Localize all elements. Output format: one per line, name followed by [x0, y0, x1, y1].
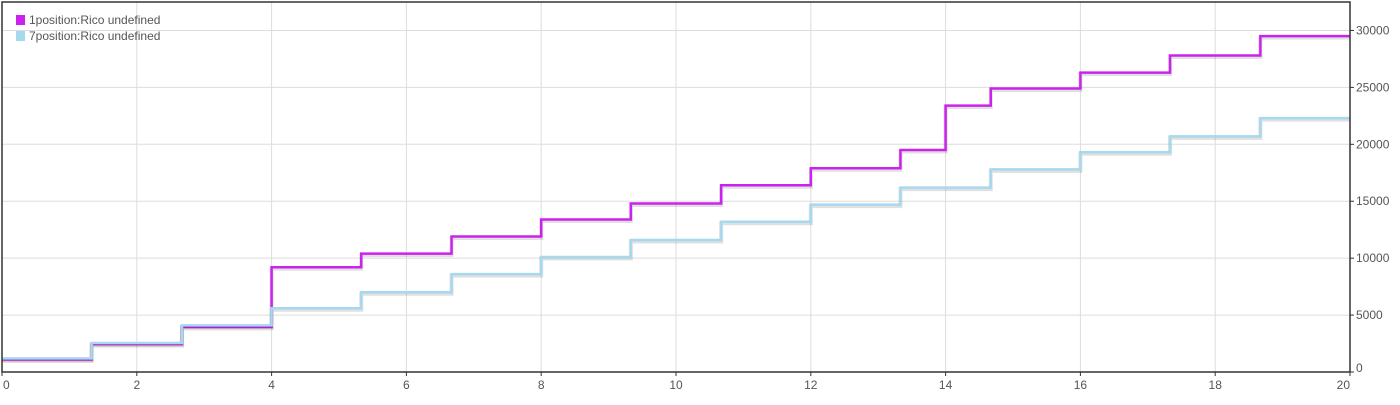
x-tick-label: 8 — [538, 378, 545, 392]
series-2-line[interactable] — [2, 116, 1350, 360]
y-tick-label: 30000 — [1356, 23, 1390, 37]
y-tick-label: 20000 — [1356, 137, 1390, 151]
y-tick-label: 0 — [1356, 361, 1363, 375]
x-tick-label: 16 — [1074, 378, 1088, 392]
x-tick-label: 18 — [1209, 378, 1223, 392]
legend-label[interactable]: 7position:Rico undefined — [29, 29, 160, 43]
x-tick-label: 10 — [669, 378, 683, 392]
x-tick-label: 12 — [804, 378, 818, 392]
legend[interactable]: 1position:Rico undefined 7position:Rico u… — [16, 13, 160, 43]
legend-swatch — [16, 15, 25, 25]
x-tick-label: 20 — [1337, 378, 1351, 392]
x-tick-label: 4 — [268, 378, 275, 392]
series-layer — [2, 34, 1350, 363]
series-2-shadow — [2, 117, 1350, 362]
y-axis: 0 5000 10000 15000 20000 25000 30000 — [1350, 23, 1390, 375]
y-tick-label: 10000 — [1356, 251, 1390, 265]
y-tick-label: 5000 — [1356, 308, 1383, 322]
y-tick-label: 25000 — [1356, 80, 1390, 94]
x-tick-label: 2 — [133, 378, 140, 392]
legend-label[interactable]: 1position:Rico undefined — [29, 13, 160, 27]
y-tick-label: 15000 — [1356, 194, 1390, 208]
legend-swatch — [16, 31, 25, 41]
x-tick-label: 0 — [3, 378, 10, 392]
x-axis: 0 2 4 6 8 10 12 14 16 18 20 — [1, 372, 1351, 392]
x-tick-label: 6 — [403, 378, 410, 392]
x-tick-label: 14 — [939, 378, 953, 392]
